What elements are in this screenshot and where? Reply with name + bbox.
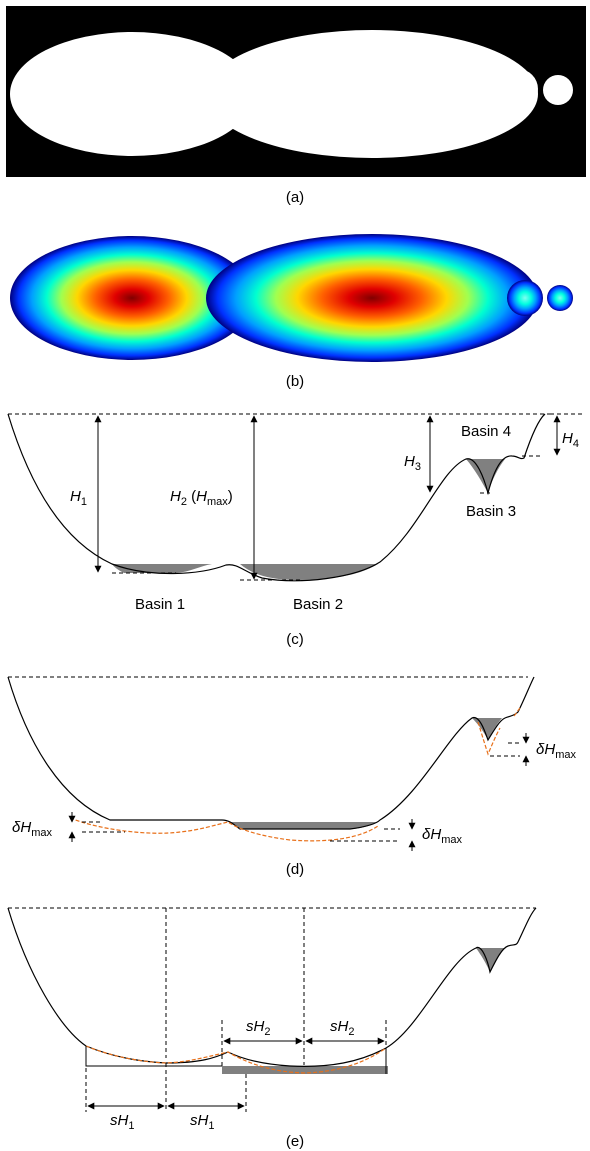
panel-b-heatmap <box>10 234 573 362</box>
basin-1-box-e <box>85 1046 222 1067</box>
basin-2-band-e <box>222 1066 388 1074</box>
caption-c: (c) <box>286 631 304 648</box>
caption-b: (b) <box>286 373 304 390</box>
terrain-profile-e <box>7 907 537 1067</box>
panel-c: H1 H2 (Hmax) H3 H4 Basin 1 Basin 2 Basin… <box>7 413 582 648</box>
panel-e: sH2 sH2 sH1 sH1 (e) <box>7 907 537 1150</box>
dashed-orange-e <box>85 1045 387 1074</box>
panel-a: (a) <box>6 6 586 206</box>
label-basin-4: Basin 4 <box>461 423 511 440</box>
basin-3-fill <box>466 459 505 493</box>
label-h3: H3 <box>404 453 421 473</box>
basin-3-fill-d <box>472 718 502 740</box>
caption-e: (e) <box>286 1133 304 1150</box>
label-sh1-right: sH1 <box>190 1112 214 1132</box>
label-basin-2: Basin 2 <box>293 596 343 613</box>
label-h4: H4 <box>562 430 579 450</box>
label-h2-hmax: H2 (Hmax) <box>170 488 233 508</box>
terrain-profile-c <box>7 413 546 582</box>
dashed-orange-lowered-d <box>69 707 521 842</box>
caption-a: (a) <box>286 189 304 206</box>
caption-d: (d) <box>286 861 304 878</box>
label-dhmax-mid: δHmax <box>422 826 462 846</box>
label-sh2-left: sH2 <box>246 1018 270 1038</box>
panel-d: δHmax δHmax δHmax (d) <box>7 676 576 878</box>
label-sh2-right: sH2 <box>330 1018 354 1038</box>
terrain-profile-d <box>7 676 535 830</box>
label-basin-3: Basin 3 <box>466 503 516 520</box>
label-h1: H1 <box>70 488 87 508</box>
panel-a-shape <box>10 30 573 158</box>
label-basin-1: Basin 1 <box>135 596 185 613</box>
basin-3-fill-e <box>476 948 504 972</box>
panel-b: (b) <box>10 234 573 390</box>
label-dhmax-left: δHmax <box>12 819 52 839</box>
label-sh1-left: sH1 <box>110 1112 134 1132</box>
label-dhmax-right: δHmax <box>536 741 576 761</box>
basin-2-fill-d <box>230 822 378 829</box>
